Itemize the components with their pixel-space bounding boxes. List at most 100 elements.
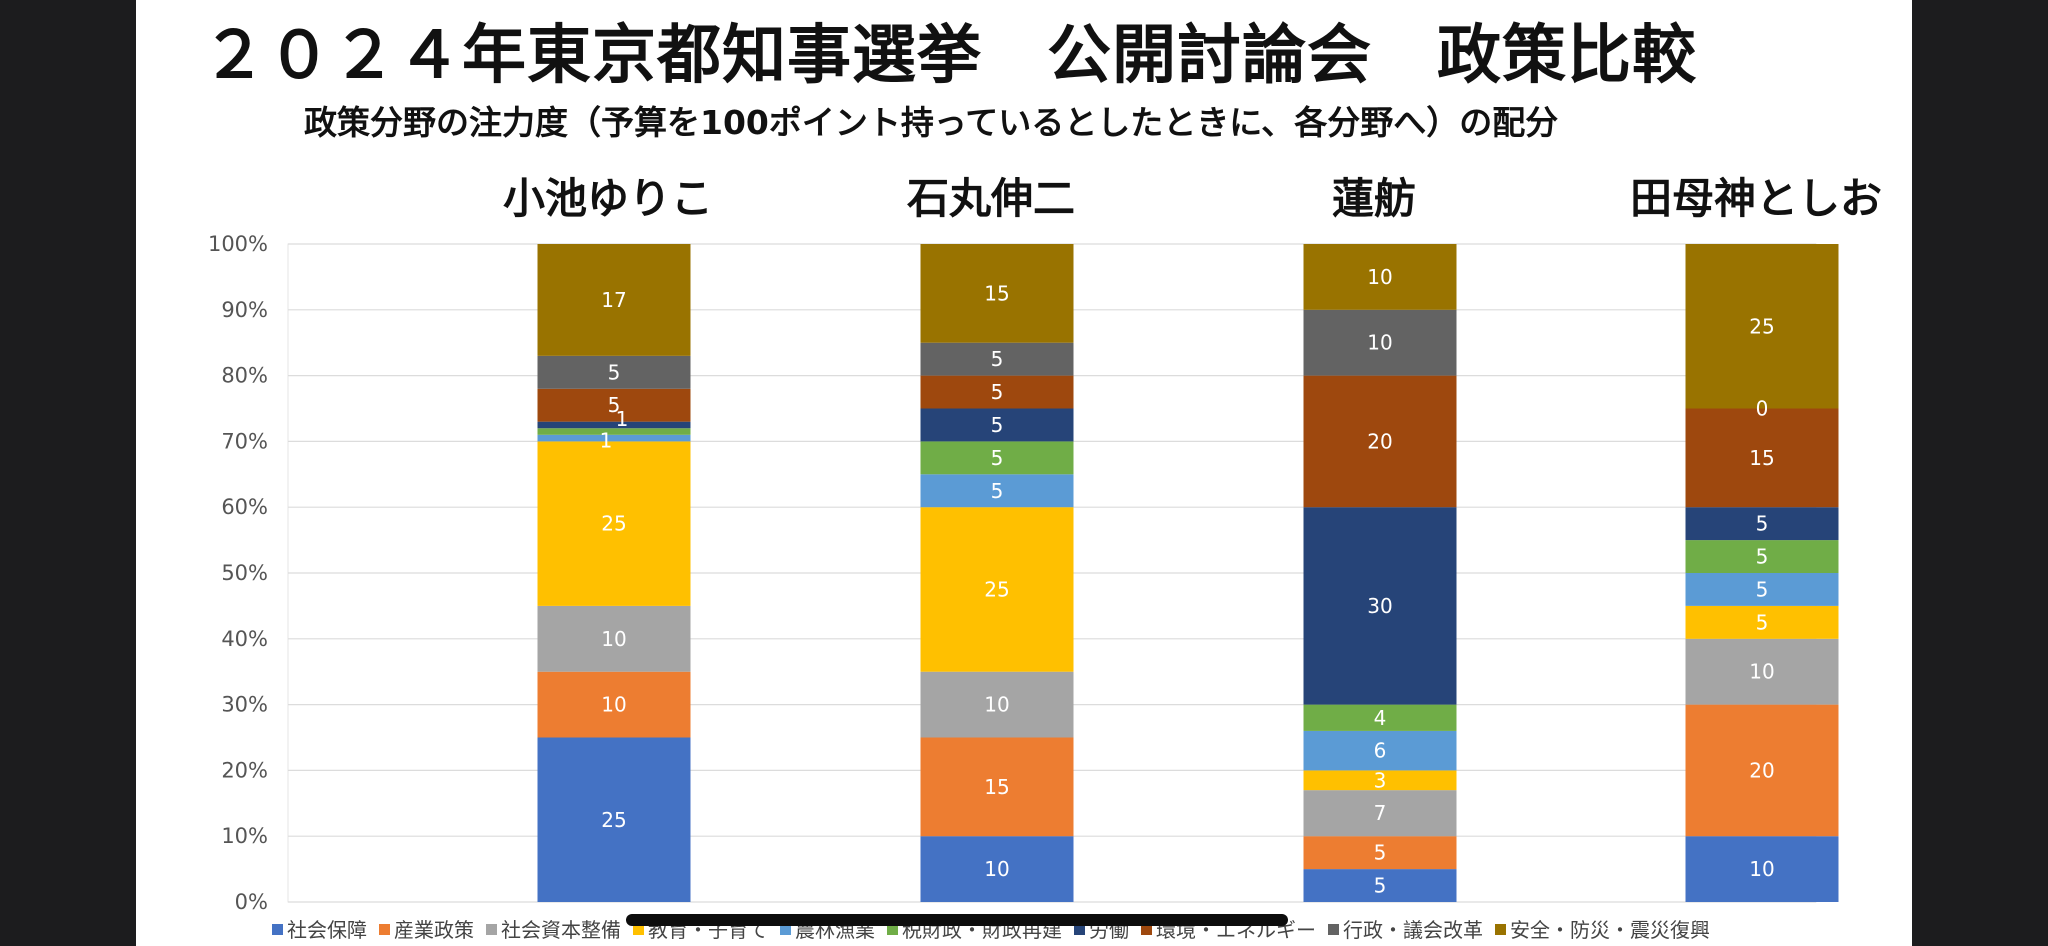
bar-segment bbox=[920, 507, 1074, 672]
bar-segment bbox=[920, 737, 1074, 837]
data-label: 10 bbox=[1367, 331, 1392, 355]
bar-segment bbox=[920, 408, 1074, 442]
data-label: 25 bbox=[984, 577, 1009, 601]
y-tick-label: 0% bbox=[235, 890, 268, 914]
data-label: 15 bbox=[984, 775, 1009, 799]
bar-segment bbox=[1303, 790, 1457, 837]
legend-label: 社会資本整備 bbox=[501, 918, 621, 942]
data-label: 17 bbox=[601, 288, 626, 312]
data-label: 5 bbox=[1756, 610, 1769, 634]
bar-segment bbox=[1303, 244, 1457, 310]
bar-segment bbox=[537, 355, 691, 389]
data-label: 10 bbox=[984, 693, 1009, 717]
data-label: 1 bbox=[616, 407, 629, 431]
legend-swatch bbox=[780, 924, 791, 935]
data-label: 0 bbox=[1756, 397, 1769, 421]
bar-segment bbox=[1303, 375, 1457, 508]
bar-segment bbox=[537, 737, 691, 902]
bar-segment bbox=[537, 421, 691, 429]
data-label: 5 bbox=[1756, 545, 1769, 569]
candidate-name: 石丸伸二 bbox=[907, 174, 1075, 223]
bar-segment bbox=[1303, 309, 1457, 376]
bar-segment bbox=[537, 434, 691, 442]
legend-swatch bbox=[486, 924, 497, 935]
legend-swatch bbox=[1074, 924, 1085, 935]
bar-segment bbox=[1685, 638, 1839, 705]
bar-segment bbox=[920, 671, 1074, 738]
bar-segment bbox=[1685, 704, 1839, 837]
data-label: 5 bbox=[1756, 512, 1769, 536]
legend-label: 行政・議会改革 bbox=[1343, 918, 1483, 942]
data-label: 4 bbox=[1374, 706, 1387, 730]
legend-label: 社会保障 bbox=[287, 918, 367, 942]
bar-segment bbox=[1685, 605, 1839, 639]
chart-subtitle: 政策分野の注力度（予算を100ポイント持っているとしたときに、各分野へ）の配分 bbox=[304, 103, 1559, 142]
data-label: 10 bbox=[1749, 660, 1774, 684]
bar-segment bbox=[537, 388, 691, 422]
data-label: 5 bbox=[608, 393, 621, 417]
legend-swatch bbox=[1495, 924, 1506, 935]
y-tick-label: 50% bbox=[221, 561, 268, 585]
data-label: 10 bbox=[601, 693, 626, 717]
y-tick-label: 30% bbox=[221, 693, 268, 717]
y-tick-label: 10% bbox=[221, 824, 268, 848]
legend-swatch bbox=[379, 924, 390, 935]
bar-segment bbox=[1685, 573, 1839, 606]
bar-segment bbox=[1685, 540, 1839, 573]
page-title: ２０２４年東京都知事選挙 公開討論会 政策比較 bbox=[202, 19, 1697, 93]
slide: ２０２４年東京都知事選挙 公開討論会 政策比較 政策分野の注力度（予算を100ポ… bbox=[136, 0, 1912, 946]
data-label: 25 bbox=[1749, 314, 1774, 338]
data-label: 25 bbox=[601, 808, 626, 832]
bar-segment bbox=[920, 244, 1074, 343]
bar-segment bbox=[1303, 770, 1457, 791]
data-label: 10 bbox=[1749, 857, 1774, 881]
data-label: 10 bbox=[984, 857, 1009, 881]
y-tick-label: 60% bbox=[221, 495, 268, 519]
bar-segment bbox=[920, 441, 1074, 475]
data-label: 1 bbox=[600, 428, 613, 452]
data-label: 20 bbox=[1749, 758, 1774, 782]
bar-segment bbox=[1303, 836, 1457, 870]
bar-segment bbox=[537, 671, 691, 738]
data-label: 7 bbox=[1374, 801, 1387, 825]
legend-swatch bbox=[633, 924, 644, 935]
bar-segment bbox=[920, 836, 1074, 902]
bar-segment bbox=[537, 441, 691, 606]
data-label: 5 bbox=[991, 413, 1004, 437]
bar-segment bbox=[537, 605, 691, 672]
legend-swatch bbox=[887, 924, 898, 935]
bar-segment bbox=[920, 375, 1074, 409]
bar-segment bbox=[1685, 836, 1839, 902]
bar-segment bbox=[1685, 408, 1839, 508]
bar-segment bbox=[1303, 730, 1457, 771]
data-label: 3 bbox=[1374, 768, 1387, 792]
y-tick-label: 100% bbox=[208, 232, 268, 256]
data-label: 10 bbox=[1367, 265, 1392, 289]
bar-segment bbox=[920, 342, 1074, 376]
data-label: 10 bbox=[601, 627, 626, 651]
bar-segment bbox=[920, 474, 1074, 508]
data-label: 6 bbox=[1374, 739, 1387, 763]
data-label: 5 bbox=[991, 479, 1004, 503]
legend-swatch bbox=[1328, 924, 1339, 935]
data-label: 30 bbox=[1367, 594, 1392, 618]
legend-swatch bbox=[1141, 924, 1152, 935]
y-tick-label: 40% bbox=[221, 627, 268, 651]
bar-segment bbox=[1303, 507, 1457, 705]
bar-segment bbox=[537, 244, 691, 356]
data-label: 5 bbox=[1756, 577, 1769, 601]
data-label: 25 bbox=[601, 512, 626, 536]
data-label: 5 bbox=[1374, 841, 1387, 865]
candidate-name: 田母神としお bbox=[1630, 174, 1882, 223]
data-label: 5 bbox=[608, 360, 621, 384]
bar-segment bbox=[1303, 704, 1457, 731]
y-tick-label: 90% bbox=[221, 298, 268, 322]
candidate-name: 小池ゆりこ bbox=[503, 174, 713, 223]
data-label: 20 bbox=[1367, 429, 1392, 453]
y-tick-label: 70% bbox=[221, 429, 268, 453]
scroll-indicator[interactable] bbox=[626, 914, 1288, 926]
y-tick-label: 80% bbox=[221, 364, 268, 388]
bar-segment bbox=[537, 428, 691, 435]
legend-label: 安全・防災・震災復興 bbox=[1510, 918, 1710, 942]
bar-segment bbox=[1685, 244, 1839, 409]
